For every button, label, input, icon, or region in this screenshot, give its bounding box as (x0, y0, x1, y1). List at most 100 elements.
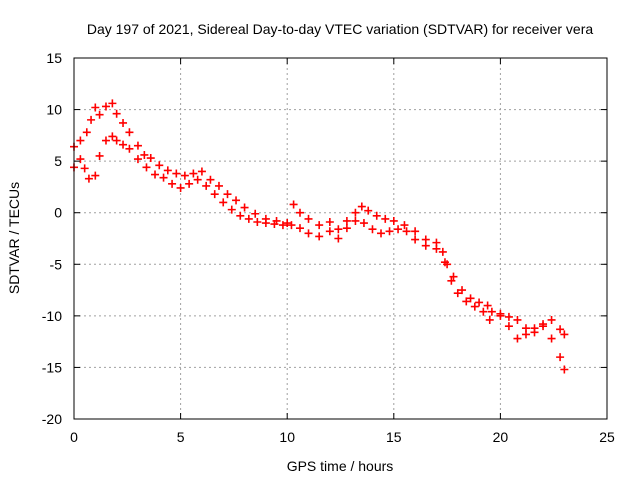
data-point-track-b (421, 241, 430, 250)
data-point-track-a (458, 286, 467, 295)
data-point-track-b (253, 217, 262, 226)
data-point-track-b (351, 216, 360, 225)
data-point-track-b (447, 276, 456, 285)
data-point-track-a (112, 109, 121, 118)
data-point-track-a (206, 175, 215, 184)
data-point-track-b (176, 183, 185, 192)
data-point-track-a (251, 209, 260, 218)
data-point-track-a (334, 225, 343, 234)
data-point-track-a (87, 115, 96, 124)
data-point-track-a (240, 203, 249, 212)
data-point-track-a (449, 272, 458, 281)
data-point-track-b (411, 235, 420, 244)
data-point-track-b (470, 302, 479, 311)
data-point-track-a (119, 118, 128, 127)
data-point-track-b (270, 220, 279, 229)
data-point-track-b (193, 175, 202, 184)
data-point-track-a (389, 216, 398, 225)
data-point-track-a (475, 298, 484, 307)
data-point-track-b (359, 219, 368, 228)
data-point-track-b (377, 229, 386, 238)
data-point-track-b (462, 297, 471, 306)
data-point-track-b (168, 179, 177, 188)
data-point-track-a (95, 110, 104, 119)
data-point-track-b (236, 211, 245, 220)
data-point-track-b (315, 232, 324, 241)
data-point-track-a (351, 208, 360, 217)
y-tick-label: -5 (50, 256, 63, 272)
data-point-track-a (381, 214, 390, 223)
data-point-track-a (438, 247, 447, 256)
data-point-track-b (159, 173, 168, 182)
x-tick-label: 25 (599, 429, 615, 445)
data-point-track-b (151, 170, 160, 179)
data-point-track-b (142, 163, 151, 172)
data-point-track-a (315, 221, 324, 230)
data-point-track-a (400, 221, 409, 230)
data-point-track-a (295, 208, 304, 217)
data-point-track-a (357, 202, 366, 211)
data-point-track-b (287, 221, 296, 230)
data-point-track-a (289, 200, 298, 209)
data-point-track-a (101, 102, 110, 111)
data-point-track-b (394, 225, 403, 234)
data-point-track-b (80, 164, 89, 173)
data-point-track-b (95, 151, 104, 160)
data-point-track-a (411, 227, 420, 236)
y-tick-label: -10 (42, 308, 62, 324)
data-point-track-b (261, 219, 270, 228)
data-point-track-b (84, 174, 93, 183)
x-axis-title: GPS time / hours (287, 458, 394, 474)
data-point-track-a (163, 166, 172, 175)
plot-frame (73, 57, 608, 420)
data-point-track-b (530, 324, 539, 333)
data-point-track-a (108, 99, 117, 108)
data-point-track-b (368, 225, 377, 234)
data-point-track-b (342, 224, 351, 233)
x-tick-label: 20 (493, 429, 509, 445)
data-point-track-a (197, 167, 206, 176)
data-point-track-a (214, 181, 223, 190)
axis-tick-labels: 0 5 10 15 20 25 -20 -15 -10 -5 0 5 10 15 (42, 50, 615, 445)
data-point-track-a (82, 128, 91, 137)
data-point-track-b (185, 179, 194, 188)
data-point-track-a (304, 214, 313, 223)
data-point-track-b (119, 140, 128, 149)
data-point-track-b (227, 205, 236, 214)
data-point-track-b (133, 155, 142, 164)
data-point-track-a (232, 196, 241, 205)
data-point-track-a (560, 330, 569, 339)
data-point-track-b (547, 334, 556, 343)
gridlines (74, 58, 607, 419)
data-point-track-b (202, 181, 211, 190)
data-point-track-b (556, 353, 565, 362)
data-point-track-b (385, 227, 394, 236)
data-point-track-a (172, 169, 181, 178)
data-point-track-a (189, 169, 198, 178)
y-tick-label: 15 (46, 50, 62, 66)
data-point-track-a (76, 136, 85, 145)
x-tick-label: 10 (279, 429, 295, 445)
data-point-track-b (560, 365, 569, 374)
x-tick-label: 5 (177, 429, 185, 445)
data-point-track-b (453, 289, 462, 298)
data-point-track-a (146, 154, 155, 163)
data-point-track-a (513, 315, 522, 324)
data-point-track-b (440, 258, 449, 267)
y-tick-label: 5 (54, 153, 62, 169)
data-point-track-b (278, 221, 287, 230)
y-tick-label: 0 (54, 205, 62, 221)
data-point-track-b (101, 136, 110, 145)
x-tick-label: 0 (70, 429, 78, 445)
y-axis-title: SDTVAR / TECUs (6, 182, 22, 294)
data-point-track-a (180, 171, 189, 180)
data-point-track-a (155, 161, 164, 170)
data-point-track-b (244, 214, 253, 223)
data-point-track-a (372, 211, 381, 220)
data-point-track-b (76, 155, 85, 164)
data-point-track-a (223, 190, 232, 199)
data-point-track-b (504, 322, 513, 331)
data-point-track-a (547, 315, 556, 324)
data-point-track-b (479, 307, 488, 316)
